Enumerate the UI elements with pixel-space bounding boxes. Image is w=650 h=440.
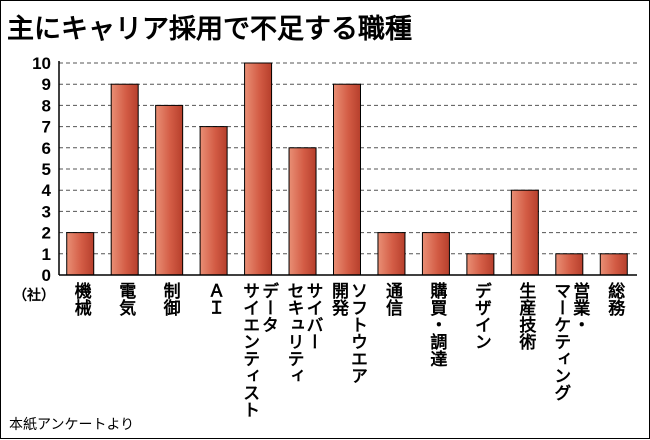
- x-tick-label: 電気: [115, 282, 136, 316]
- y-axis-unit-label: （社）: [13, 288, 55, 304]
- bar: [244, 62, 273, 276]
- x-tick-label: ソフトウエア 開発: [328, 282, 367, 384]
- x-tick-label: 購買・調達: [426, 282, 447, 367]
- y-tick-label: 0: [42, 266, 51, 285]
- bar: [288, 147, 317, 276]
- y-tick-label: 5: [42, 160, 51, 179]
- bar: [377, 232, 406, 276]
- bar: [510, 189, 539, 276]
- bar: [333, 83, 361, 276]
- y-tick-label: 3: [42, 202, 51, 221]
- bar: [155, 104, 184, 276]
- x-tick-label: デザイン: [470, 282, 491, 350]
- x-tick-label: 総務: [604, 282, 625, 316]
- bar: [199, 126, 228, 276]
- y-tick-label: 6: [42, 139, 51, 158]
- bar: [555, 253, 584, 276]
- y-tick-label: 8: [42, 96, 51, 115]
- y-tick-label: 1: [42, 245, 51, 264]
- bar: [66, 232, 95, 276]
- x-tick-label: 営業・ マーケティング: [550, 282, 590, 401]
- x-tick-label: データ サイエンティスト: [239, 282, 279, 418]
- y-tick-label: 10: [32, 54, 51, 73]
- source-note: 本紙アンケートより: [9, 417, 135, 433]
- chart-title: 主にキャリア採用で不足する職種: [7, 14, 412, 45]
- x-tick-label: 機械: [70, 282, 91, 316]
- x-tick-label: サイバー セキュリティ: [283, 282, 323, 384]
- y-tick-label: 4: [42, 181, 52, 200]
- x-tick-label: 生産技術: [515, 282, 536, 350]
- y-tick-label: 2: [42, 224, 51, 243]
- y-tick-label: 9: [42, 75, 51, 94]
- x-tick-label: 通信: [381, 282, 402, 316]
- y-tick-label: 7: [42, 118, 51, 137]
- bar: [110, 83, 139, 276]
- x-tick-label: 制御: [159, 282, 180, 316]
- bar: [421, 232, 450, 276]
- bar: [466, 253, 495, 276]
- x-tick-label: ＡＩ: [204, 282, 225, 316]
- bar: [599, 253, 628, 276]
